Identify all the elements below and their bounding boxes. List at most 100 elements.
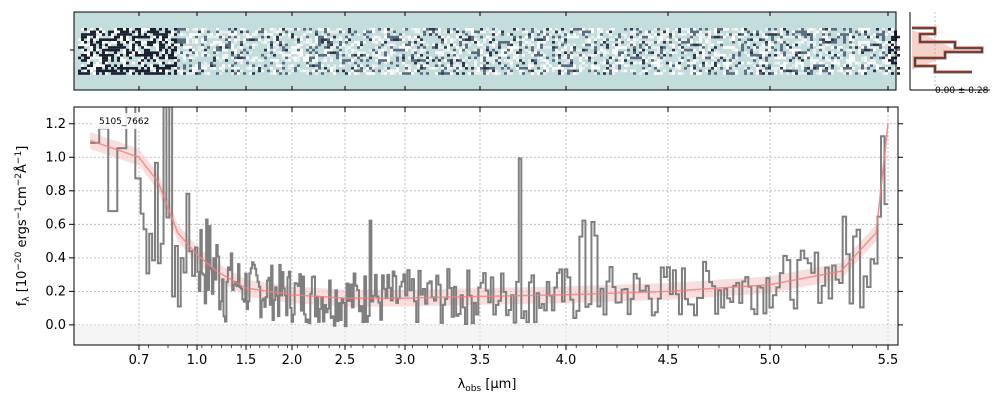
image-pixel <box>867 30 870 34</box>
image-pixel <box>348 72 351 75</box>
image-pixel <box>567 64 570 67</box>
image-pixel <box>312 56 315 60</box>
image-pixel <box>228 46 231 49</box>
image-pixel <box>510 64 513 67</box>
image-pixel <box>531 43 534 47</box>
image-pixel <box>264 48 267 52</box>
image-pixel <box>315 30 318 34</box>
image-pixel <box>864 41 867 44</box>
image-pixel <box>243 33 246 36</box>
image-pixel <box>858 28 861 31</box>
image-pixel <box>729 59 732 62</box>
image-pixel <box>300 69 303 73</box>
image-pixel <box>384 54 387 57</box>
image-pixel <box>198 48 201 52</box>
image-pixel <box>192 28 195 31</box>
image-pixel <box>447 72 450 75</box>
image-pixel <box>687 43 690 47</box>
image-pixel <box>789 46 792 49</box>
image-pixel <box>276 51 279 54</box>
image-pixel <box>699 38 702 41</box>
image-pixel <box>228 38 231 41</box>
image-pixel <box>474 64 477 67</box>
image-pixel <box>495 56 498 60</box>
image-pixel <box>96 28 99 31</box>
image-pixel <box>657 64 660 67</box>
image-pixel <box>849 30 852 34</box>
image-pixel <box>303 56 306 60</box>
image-pixel <box>441 54 444 57</box>
image-pixel <box>303 33 306 36</box>
image-pixel <box>492 33 495 36</box>
image-pixel <box>708 43 711 47</box>
image-pixel <box>276 46 279 49</box>
image-pixel <box>372 69 375 73</box>
image-pixel <box>459 43 462 47</box>
image-pixel <box>120 38 123 41</box>
image-pixel <box>606 51 609 54</box>
image-pixel <box>546 69 549 73</box>
image-pixel <box>546 56 549 60</box>
image-pixel <box>144 54 147 57</box>
image-pixel <box>174 46 177 49</box>
image-pixel <box>159 61 162 65</box>
image-pixel <box>126 33 129 36</box>
image-pixel <box>888 28 891 31</box>
image-pixel <box>117 30 120 34</box>
image-pixel <box>753 46 756 49</box>
image-pixel <box>615 69 618 73</box>
image-pixel <box>174 48 177 52</box>
image-pixel <box>288 67 291 70</box>
image-pixel <box>516 64 519 67</box>
image-pixel <box>828 38 831 41</box>
image-pixel <box>678 30 681 34</box>
image-pixel <box>165 56 168 60</box>
image-pixel <box>231 46 234 49</box>
image-pixel <box>501 51 504 54</box>
image-pixel <box>486 48 489 52</box>
image-pixel <box>189 46 192 49</box>
y-tick-label: 0.8 <box>45 184 66 199</box>
image-pixel <box>426 51 429 54</box>
image-pixel <box>315 54 318 57</box>
image-pixel <box>642 56 645 60</box>
image-pixel <box>336 69 339 73</box>
image-pixel <box>168 41 171 44</box>
image-pixel <box>90 28 93 31</box>
image-pixel <box>222 35 225 39</box>
image-pixel <box>702 64 705 67</box>
image-pixel <box>837 59 840 62</box>
image-pixel <box>345 59 348 62</box>
image-pixel <box>759 38 762 41</box>
image-pixel <box>381 43 384 47</box>
image-pixel <box>309 38 312 41</box>
image-pixel <box>513 35 516 39</box>
image-pixel <box>531 28 534 31</box>
image-pixel <box>327 41 330 44</box>
image-pixel <box>681 51 684 54</box>
image-pixel <box>831 38 834 41</box>
image-pixel <box>168 30 171 34</box>
image-pixel <box>336 28 339 31</box>
image-pixel <box>153 56 156 60</box>
image-pixel <box>537 72 540 75</box>
image-pixel <box>189 51 192 54</box>
image-pixel <box>507 33 510 36</box>
image-pixel <box>189 33 192 36</box>
image-pixel <box>618 61 621 65</box>
image-pixel <box>633 43 636 47</box>
image-pixel <box>696 41 699 44</box>
image-pixel <box>759 51 762 54</box>
image-pixel <box>399 33 402 36</box>
image-pixel <box>336 38 339 41</box>
image-pixel <box>390 38 393 41</box>
image-pixel <box>387 33 390 36</box>
image-pixel <box>663 33 666 36</box>
image-pixel <box>231 72 234 75</box>
image-pixel <box>270 72 273 75</box>
image-pixel <box>153 51 156 54</box>
image-pixel <box>123 72 126 75</box>
image-pixel <box>786 30 789 34</box>
image-pixel <box>489 67 492 70</box>
image-pixel <box>324 35 327 39</box>
